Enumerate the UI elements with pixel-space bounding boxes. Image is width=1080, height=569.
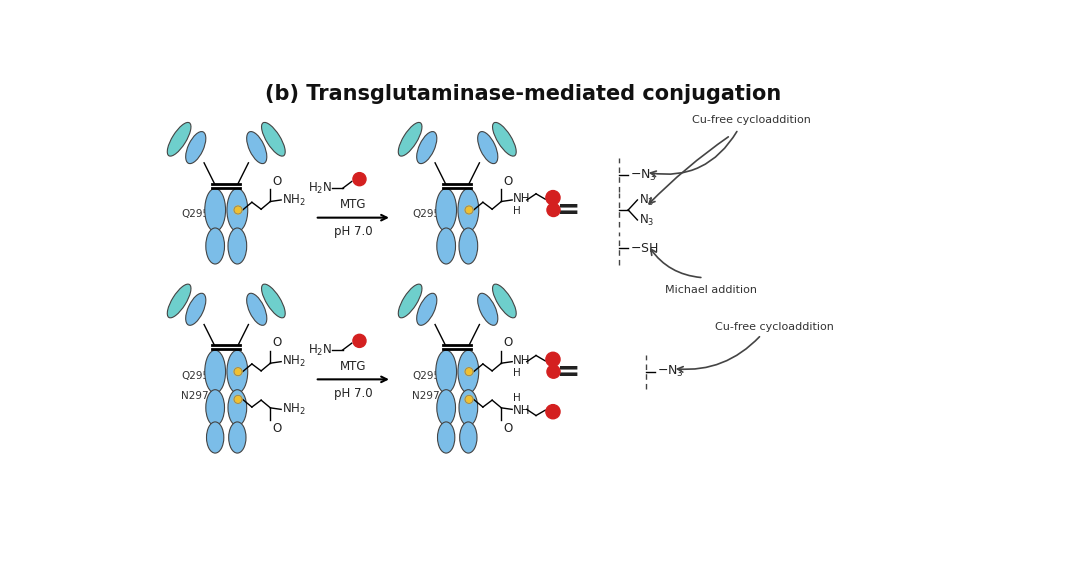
Text: Q295: Q295 — [181, 370, 210, 381]
Ellipse shape — [435, 188, 457, 232]
Text: NH$_2$: NH$_2$ — [282, 192, 306, 208]
Ellipse shape — [205, 188, 226, 232]
Ellipse shape — [459, 390, 477, 426]
Text: Cu-free cycloaddition: Cu-free cycloaddition — [692, 116, 811, 125]
Text: (b) Transglutaminase-mediated conjugation: (b) Transglutaminase-mediated conjugatio… — [265, 84, 781, 105]
Ellipse shape — [459, 228, 477, 264]
Text: pH 7.0: pH 7.0 — [334, 225, 373, 238]
Ellipse shape — [227, 188, 247, 232]
Text: NH: NH — [513, 353, 530, 366]
Circle shape — [545, 191, 561, 205]
Text: H: H — [513, 393, 521, 403]
Circle shape — [234, 206, 242, 214]
Text: Q295: Q295 — [181, 209, 210, 219]
Text: N$_3$: N$_3$ — [639, 192, 654, 208]
Circle shape — [465, 206, 473, 214]
Ellipse shape — [436, 390, 456, 426]
Circle shape — [546, 365, 561, 378]
Text: N$_3$: N$_3$ — [639, 212, 654, 228]
Ellipse shape — [206, 228, 225, 264]
Ellipse shape — [228, 228, 246, 264]
Circle shape — [465, 368, 473, 376]
Text: NH: NH — [513, 405, 530, 418]
Ellipse shape — [492, 122, 516, 156]
Text: O: O — [272, 175, 282, 188]
Text: Q295: Q295 — [413, 209, 441, 219]
Ellipse shape — [206, 422, 224, 453]
Ellipse shape — [437, 422, 455, 453]
Ellipse shape — [477, 131, 498, 164]
Ellipse shape — [205, 350, 226, 393]
Text: NH$_2$: NH$_2$ — [282, 402, 306, 417]
Ellipse shape — [186, 293, 206, 325]
Text: NH$_2$: NH$_2$ — [282, 354, 306, 369]
Circle shape — [545, 405, 561, 419]
Text: N297Q: N297Q — [413, 391, 448, 401]
Ellipse shape — [229, 422, 246, 453]
Ellipse shape — [436, 228, 456, 264]
Ellipse shape — [167, 122, 191, 156]
Text: N297Q: N297Q — [181, 391, 217, 401]
Text: MTG: MTG — [340, 360, 366, 373]
Text: Michael addition: Michael addition — [665, 286, 757, 295]
Text: O: O — [503, 422, 513, 435]
Circle shape — [546, 203, 561, 217]
Text: $-$N$_3$: $-$N$_3$ — [630, 168, 657, 183]
Ellipse shape — [261, 284, 285, 318]
Text: pH 7.0: pH 7.0 — [334, 387, 373, 400]
Text: H$_2$N: H$_2$N — [308, 343, 332, 358]
Ellipse shape — [261, 122, 285, 156]
Text: =: = — [557, 358, 581, 386]
Circle shape — [234, 395, 242, 403]
Ellipse shape — [477, 293, 498, 325]
Text: O: O — [503, 175, 513, 188]
Text: O: O — [272, 336, 282, 349]
Ellipse shape — [246, 131, 267, 164]
Circle shape — [353, 335, 366, 348]
Text: $-$SH: $-$SH — [630, 242, 659, 255]
Text: $-$N$_3$: $-$N$_3$ — [657, 364, 684, 379]
Text: H$_2$N: H$_2$N — [308, 181, 332, 196]
Ellipse shape — [227, 350, 247, 393]
Text: NH: NH — [513, 192, 530, 205]
Ellipse shape — [206, 390, 225, 426]
Ellipse shape — [417, 293, 436, 325]
Text: H: H — [513, 206, 521, 216]
Ellipse shape — [492, 284, 516, 318]
Text: Q295: Q295 — [413, 370, 441, 381]
Ellipse shape — [246, 293, 267, 325]
Text: O: O — [272, 422, 282, 435]
Ellipse shape — [228, 390, 246, 426]
Ellipse shape — [435, 350, 457, 393]
Ellipse shape — [460, 422, 477, 453]
Text: H: H — [513, 368, 521, 378]
Text: Cu-free cycloaddition: Cu-free cycloaddition — [715, 321, 834, 332]
Ellipse shape — [399, 122, 422, 156]
Ellipse shape — [458, 188, 478, 232]
Circle shape — [545, 352, 561, 366]
Ellipse shape — [417, 131, 436, 164]
Circle shape — [353, 172, 366, 185]
Circle shape — [234, 368, 242, 376]
Ellipse shape — [186, 131, 206, 164]
Text: MTG: MTG — [340, 199, 366, 212]
Text: O: O — [503, 336, 513, 349]
Ellipse shape — [167, 284, 191, 318]
Ellipse shape — [399, 284, 422, 318]
Circle shape — [465, 395, 473, 403]
Text: =: = — [557, 196, 581, 224]
Ellipse shape — [458, 350, 478, 393]
